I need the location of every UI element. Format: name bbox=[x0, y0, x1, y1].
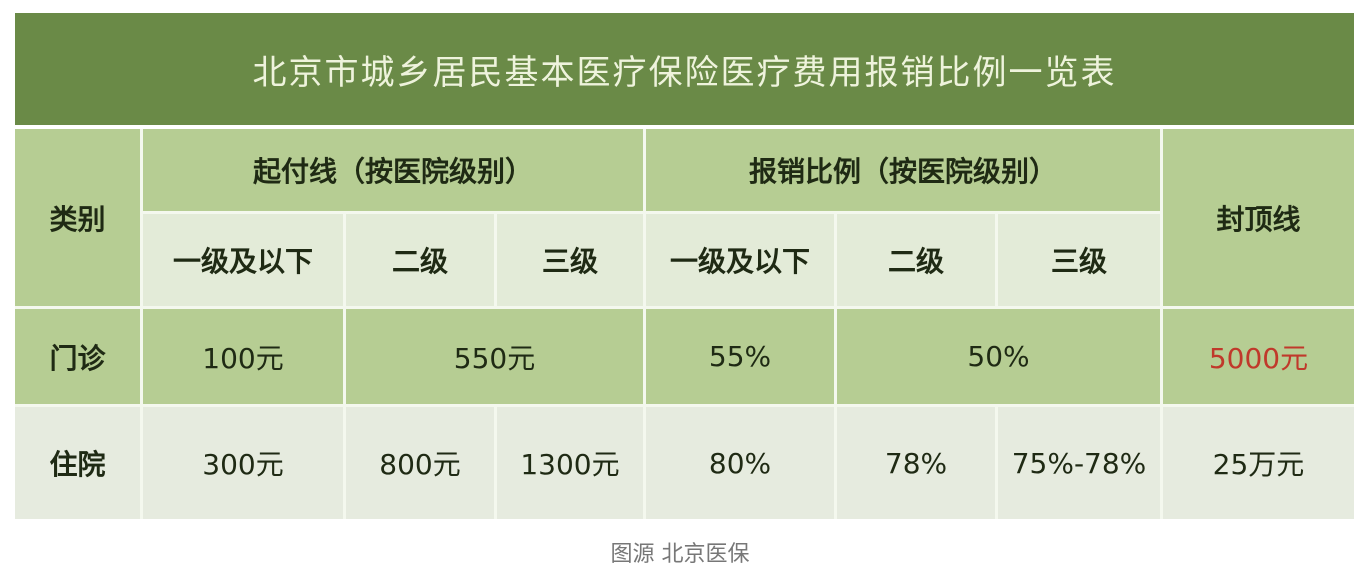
header-deductible: 起付线（按医院级别） bbox=[143, 129, 643, 211]
inpatient-reimb-level1: 80% bbox=[646, 407, 834, 519]
subheader-reimb-level3: 三级 bbox=[998, 214, 1160, 306]
table-title: 北京市城乡居民基本医疗保险医疗费用报销比例一览表 bbox=[15, 13, 1354, 125]
header-reimbursement: 报销比例（按医院级别） bbox=[646, 129, 1160, 211]
inpatient-deductible-level3: 1300元 bbox=[497, 407, 643, 519]
subheader-reimb-level2: 二级 bbox=[837, 214, 995, 306]
subheader-reimb-level1: 一级及以下 bbox=[646, 214, 834, 306]
inpatient-deductible-level1: 300元 bbox=[143, 407, 343, 519]
inpatient-reimb-level2: 78% bbox=[837, 407, 995, 519]
subheader-deductible-level1: 一级及以下 bbox=[143, 214, 343, 306]
outpatient-cap: 5000元 bbox=[1163, 309, 1354, 404]
subheader-deductible-level2: 二级 bbox=[346, 214, 494, 306]
outpatient-deductible-level1: 100元 bbox=[143, 309, 343, 404]
outpatient-deductible-level2-3: 550元 bbox=[346, 309, 643, 404]
outpatient-reimb-level2-3: 50% bbox=[837, 309, 1160, 404]
outpatient-reimb-level1: 55% bbox=[646, 309, 834, 404]
reimbursement-table: 类别 起付线（按医院级别） 报销比例（按医院级别） 封顶线 一级及以下 二级 三… bbox=[15, 129, 1354, 519]
subheader-deductible-level3: 三级 bbox=[497, 214, 643, 306]
header-category: 类别 bbox=[15, 129, 140, 306]
inpatient-reimb-level3: 75%-78% bbox=[998, 407, 1160, 519]
row-inpatient-label: 住院 bbox=[15, 407, 140, 519]
inpatient-cap: 25万元 bbox=[1163, 407, 1354, 519]
inpatient-deductible-level2: 800元 bbox=[346, 407, 494, 519]
image-caption: 图源 北京医保 bbox=[610, 542, 750, 567]
header-cap: 封顶线 bbox=[1163, 129, 1354, 306]
row-outpatient-label: 门诊 bbox=[15, 309, 140, 404]
